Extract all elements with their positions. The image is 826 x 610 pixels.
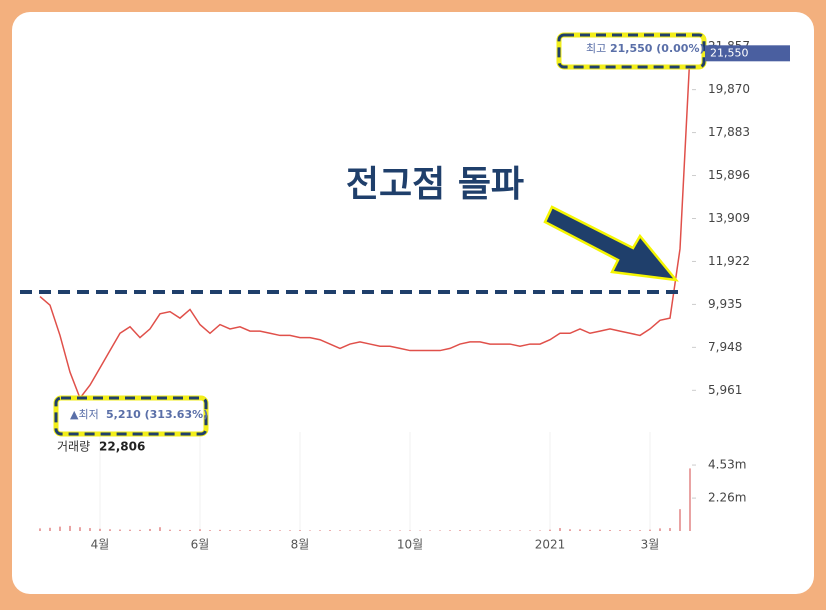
low-value: 5,210 (313.63%)	[106, 408, 208, 421]
y-tick-label: 11,922	[708, 254, 750, 268]
volume-bar	[659, 528, 661, 531]
volume-bar	[369, 530, 371, 531]
volume-bar	[649, 530, 651, 531]
high-value: 21,550 (0.00%) ▼	[610, 42, 717, 55]
volume-bar	[529, 530, 531, 531]
volume-bar	[679, 509, 681, 531]
volume-bar	[329, 530, 331, 531]
volume-bar	[569, 529, 571, 531]
x-tick-label: 4월	[91, 538, 110, 552]
volume-bar	[629, 530, 631, 531]
volume-bar	[199, 529, 201, 531]
volume-bar	[119, 530, 121, 531]
high-label: 최고	[586, 42, 606, 55]
volume-bar	[339, 530, 341, 531]
volume-current: 22,806	[99, 440, 145, 454]
volume-bar	[479, 530, 481, 531]
annotation: 전고점 돌파	[346, 164, 524, 205]
y-tick-label: 17,883	[708, 125, 750, 139]
volume-bar	[579, 529, 581, 531]
volume-bar	[639, 530, 641, 531]
volume-bar	[319, 530, 321, 531]
volume-bar	[349, 530, 351, 531]
last-price-label: 21,550	[710, 46, 749, 59]
volume-bar	[589, 530, 591, 531]
volume-bar	[139, 530, 141, 531]
volume-bar	[209, 530, 211, 531]
volume-bar	[89, 528, 91, 531]
volume-bar	[159, 527, 161, 531]
volume-bar	[229, 530, 231, 531]
volume-bar	[619, 530, 621, 531]
volume-bar	[269, 530, 271, 531]
volume-bar	[449, 530, 451, 531]
y-tick-label: 5,961	[708, 383, 742, 397]
y-tick-label: 7,948	[708, 340, 742, 354]
volume-bar	[249, 530, 251, 531]
volume-bar	[69, 526, 71, 531]
y-tick-label: 9,935	[708, 297, 742, 311]
volume-bar	[219, 530, 221, 531]
volume-bar	[239, 530, 241, 531]
volume-bar	[519, 530, 521, 531]
volume-bar	[149, 529, 151, 531]
volume-bar	[389, 530, 391, 531]
low-label: ▲최저	[70, 408, 99, 421]
y-tick-label: 2.26m	[708, 491, 746, 505]
plot-area	[35, 35, 790, 572]
volume-bar	[279, 530, 281, 531]
volume-bar	[539, 530, 541, 531]
volume-bar	[549, 530, 551, 531]
volume-bar	[189, 530, 191, 531]
volume-title: 거래량	[57, 440, 90, 454]
y-tick-label: 15,896	[708, 168, 750, 182]
volume-bar	[39, 528, 41, 531]
x-tick-label: 10월	[397, 538, 423, 552]
volume-bar	[379, 530, 381, 531]
x-tick-label: 6월	[191, 538, 210, 552]
volume-bar	[289, 530, 291, 531]
volume-bar	[99, 529, 101, 531]
volume-bar	[429, 530, 431, 531]
volume-bar	[79, 527, 81, 531]
volume-bar	[499, 530, 501, 531]
volume-bar	[59, 527, 61, 531]
volume-bar	[259, 530, 261, 531]
volume-bar	[109, 529, 111, 531]
y-tick-label: 13,909	[708, 211, 750, 225]
x-tick-label: 2021	[535, 538, 566, 552]
volume-bar	[599, 530, 601, 531]
volume-bar	[299, 530, 301, 531]
volume-bar	[309, 530, 311, 531]
volume-bar	[129, 530, 131, 531]
x-tick-label: 8월	[291, 538, 310, 552]
volume-bar	[469, 530, 471, 531]
volume-bar	[179, 530, 181, 531]
y-tick-label: 19,870	[708, 82, 750, 96]
volume-bar	[489, 530, 491, 531]
volume-bar	[399, 530, 401, 531]
volume-bar	[689, 468, 691, 531]
volume-bar	[559, 528, 561, 531]
volume-bar	[609, 530, 611, 531]
volume-bar	[49, 528, 51, 531]
volume-bar	[459, 530, 461, 531]
x-tick-label: 3월	[641, 538, 660, 552]
y-tick-label: 4.53m	[708, 458, 746, 472]
volume-bar	[359, 530, 361, 531]
volume-bar	[509, 530, 511, 531]
volume-bar	[669, 528, 671, 531]
volume-bar	[169, 530, 171, 531]
volume-bar	[409, 530, 411, 531]
volume-bar	[439, 530, 441, 531]
